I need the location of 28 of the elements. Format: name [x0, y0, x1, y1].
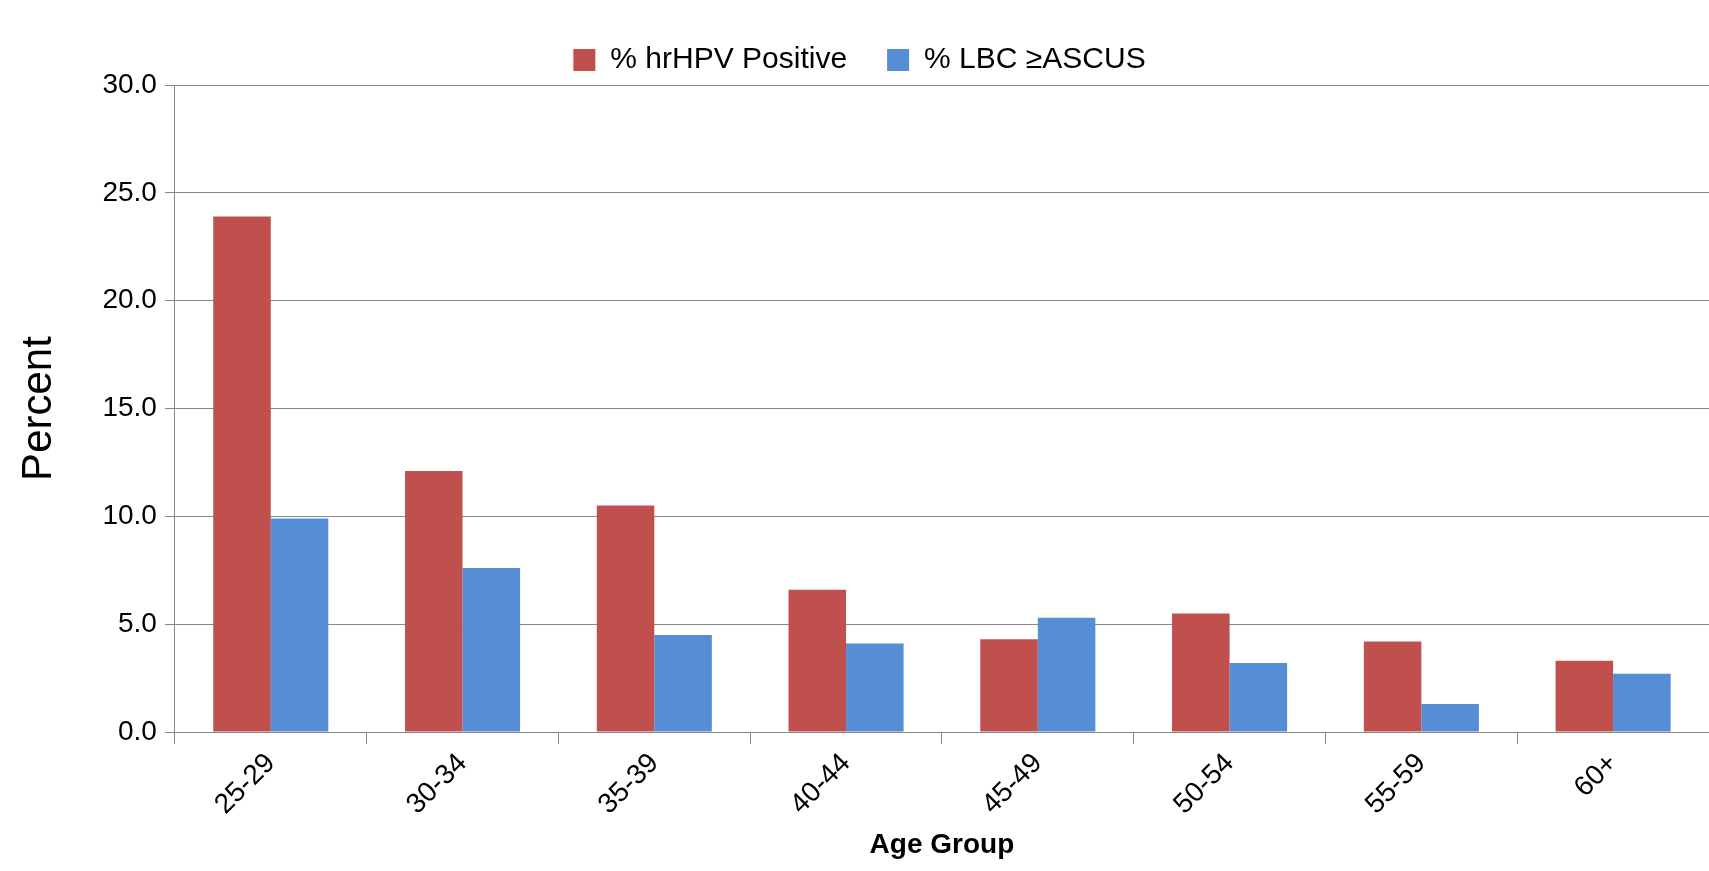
y-tick-label: 15.0 [102, 391, 157, 423]
y-axis-title: Percent [12, 335, 60, 481]
bar [1555, 660, 1614, 732]
bar [788, 589, 847, 732]
bar [1037, 617, 1096, 732]
y-tick-label: 0.0 [117, 714, 157, 746]
bar [270, 518, 329, 732]
bar [1613, 673, 1671, 732]
bar [846, 643, 904, 732]
y-tick-label: 10.0 [102, 499, 157, 531]
y-tick-label: 30.0 [102, 67, 157, 99]
x-tick-label: 60+ [1567, 746, 1623, 803]
bar [654, 634, 712, 732]
y-tick-label: 5.0 [117, 606, 157, 638]
bar [1363, 641, 1422, 732]
y-tick-label: 25.0 [102, 175, 157, 207]
bar [213, 216, 271, 732]
y-tick-label: 20.0 [102, 283, 157, 315]
legend-label: % LBC ≥ASCUS [924, 41, 1146, 75]
bar [980, 639, 1038, 732]
x-axis-title: Age Group [869, 827, 1015, 859]
bar [1229, 662, 1288, 732]
bar [1172, 613, 1230, 732]
bar [1421, 703, 1479, 732]
bar [405, 471, 463, 732]
bar [596, 505, 655, 732]
bar [462, 568, 521, 732]
legend-label: % hrHPV Positive [610, 41, 848, 75]
